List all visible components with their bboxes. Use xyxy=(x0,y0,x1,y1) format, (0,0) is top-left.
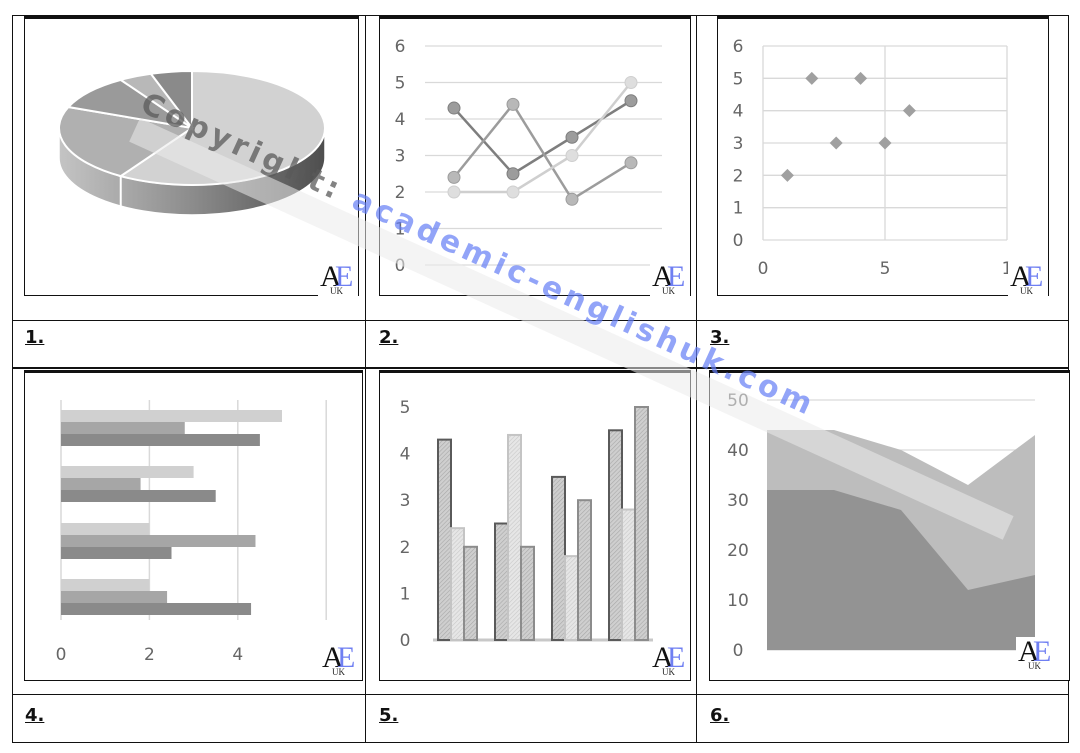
column-bar xyxy=(507,433,522,641)
bar xyxy=(61,579,150,591)
data-point-marker xyxy=(506,97,520,111)
data-point-marker xyxy=(565,130,579,144)
pie-slice xyxy=(149,69,193,131)
axis-tick-label: 4 xyxy=(400,445,411,465)
scatter-point xyxy=(829,136,843,150)
pie-slice xyxy=(58,105,195,178)
axis-tick-label: 1 xyxy=(1002,259,1013,279)
panel-label-2: 2. xyxy=(379,327,399,348)
data-point-marker xyxy=(565,192,579,206)
axis-tick-label: 5 xyxy=(880,259,891,279)
axis-tick-label: 0 xyxy=(395,256,406,276)
panel-label-5: 5. xyxy=(379,705,399,726)
column-bar xyxy=(564,555,579,641)
ae-uk-logo: A E UK xyxy=(320,641,360,679)
column-bar xyxy=(463,545,478,641)
axis-tick-label: 2 xyxy=(144,645,155,665)
axis-tick-label: 0 xyxy=(400,631,411,651)
scatter-point xyxy=(854,71,868,85)
bar xyxy=(61,535,256,547)
bar xyxy=(61,603,252,615)
pie-slice xyxy=(66,78,193,129)
scatter-point xyxy=(902,104,916,118)
axis-tick-label: 30 xyxy=(727,491,749,511)
data-point-marker xyxy=(624,156,638,170)
axis-tick-label: 10 xyxy=(727,591,749,611)
column-bar xyxy=(450,527,465,641)
axis-tick-label: 4 xyxy=(395,110,406,130)
column-divider xyxy=(365,15,366,743)
axis-tick-label: 3 xyxy=(395,147,406,167)
axis-tick-label: 0 xyxy=(758,259,769,279)
axis-tick-label: 0 xyxy=(733,231,744,251)
axis-tick-label: 5 xyxy=(400,398,411,418)
axis-tick-label: 4 xyxy=(733,102,744,122)
column-bar xyxy=(634,406,649,641)
ae-uk-logo: A E UK xyxy=(650,641,690,679)
line-series xyxy=(453,99,632,176)
ae-uk-logo: A E UK xyxy=(1016,635,1056,673)
panel-label-4: 4. xyxy=(25,705,45,726)
data-point-marker xyxy=(624,94,638,108)
data-point-marker xyxy=(565,149,579,162)
column-bar xyxy=(494,522,509,641)
axis-tick-label: 1 xyxy=(733,199,744,219)
axis-tick-label: 20 xyxy=(727,541,749,561)
column-bar xyxy=(577,499,592,642)
bar xyxy=(61,466,194,478)
axis-tick-label: 2 xyxy=(733,166,744,186)
data-point-marker xyxy=(447,101,461,115)
data-point-marker xyxy=(506,167,520,181)
bar xyxy=(61,523,150,535)
axis-tick-label: 3 xyxy=(733,134,744,154)
row-divider xyxy=(12,694,1069,695)
axis-tick-label: 3 xyxy=(400,491,411,511)
line-series xyxy=(453,102,632,202)
axis-tick-label: 1 xyxy=(400,584,411,604)
column-bar xyxy=(437,438,452,641)
axis-tick-label: 6 xyxy=(395,37,406,57)
ae-uk-logo: A E UK xyxy=(318,260,358,298)
ae-uk-logo: A E UK xyxy=(650,260,690,298)
bar xyxy=(61,591,168,603)
axis-tick-label: 0 xyxy=(733,641,744,661)
bar xyxy=(61,478,141,490)
axis-tick-label: 0 xyxy=(56,645,67,665)
axis-tick-label: 4 xyxy=(232,645,243,665)
scatter-point xyxy=(805,71,819,85)
axis-tick-label: 6 xyxy=(733,37,744,57)
bar xyxy=(61,490,216,502)
axis-tick-label: 40 xyxy=(727,441,749,461)
panel-label-3: 3. xyxy=(710,327,730,348)
panel-label-6: 6. xyxy=(710,705,730,726)
axis-tick-label: 5 xyxy=(733,69,744,89)
scatter-point xyxy=(780,168,794,182)
column-bar xyxy=(551,475,566,641)
chart-frame-3 xyxy=(717,16,1049,296)
bar xyxy=(61,410,282,422)
axis-tick-label: 1 xyxy=(395,220,406,240)
bar xyxy=(61,434,260,446)
data-point-marker xyxy=(447,185,461,199)
axis-tick-label: 2 xyxy=(400,538,411,558)
panel-label-1: 1. xyxy=(25,327,45,348)
bar xyxy=(61,422,185,434)
bar xyxy=(61,547,172,559)
ae-uk-logo: A E UK xyxy=(1008,260,1048,298)
row-divider xyxy=(12,367,1069,369)
line-series xyxy=(454,81,632,194)
column-bar xyxy=(520,545,535,641)
area-series xyxy=(767,490,1035,650)
axis-tick-label: 5 xyxy=(395,74,406,94)
column-bar xyxy=(621,508,636,641)
data-point-marker xyxy=(447,170,461,184)
scatter-point xyxy=(878,136,892,150)
column-bar xyxy=(608,429,623,641)
axis-tick-label: 2 xyxy=(395,183,406,203)
data-point-marker xyxy=(506,185,520,199)
data-point-marker xyxy=(624,76,638,89)
